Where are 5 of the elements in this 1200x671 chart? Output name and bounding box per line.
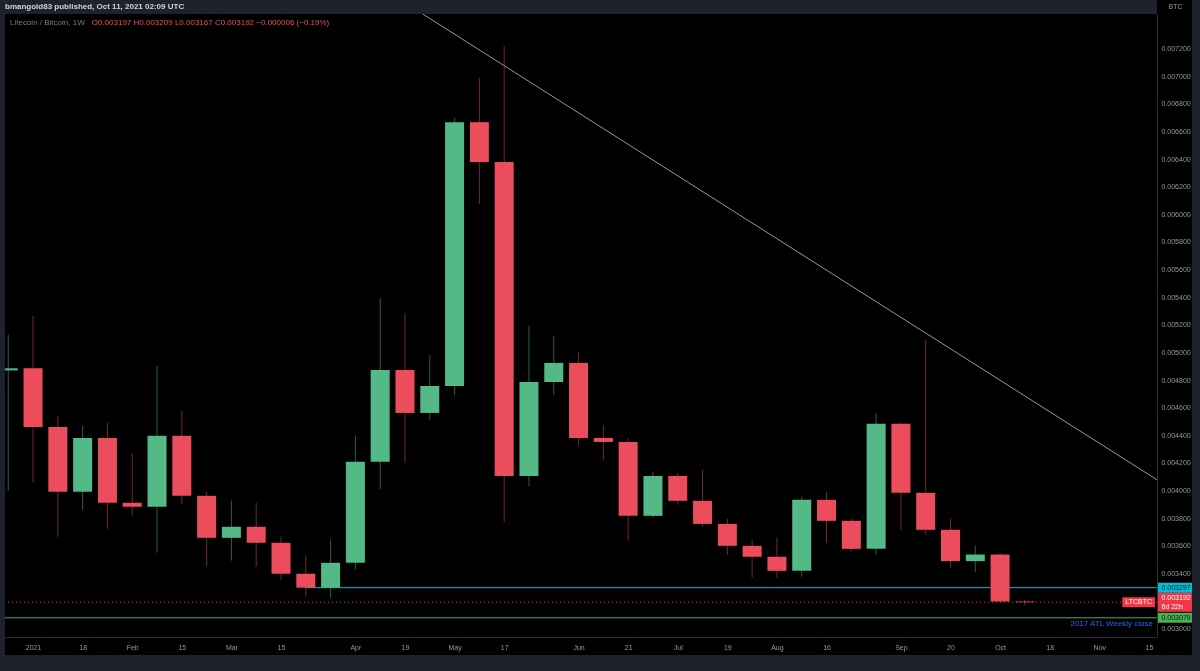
chart-title: bmangold83 published, Oct 11, 2021 02:09 UTC [5, 2, 185, 11]
ref-line-label: 2017 ATL Weekly close [1070, 618, 1154, 628]
chart-subtitle: Litecoin / Bitcoin, 1W [10, 18, 86, 27]
annotation: O0.003197 H0.003209 L0.003167 C0.003192 −0.000006 (−0.19%) [91, 18, 330, 27]
candlestick [1015, 599, 1035, 607]
